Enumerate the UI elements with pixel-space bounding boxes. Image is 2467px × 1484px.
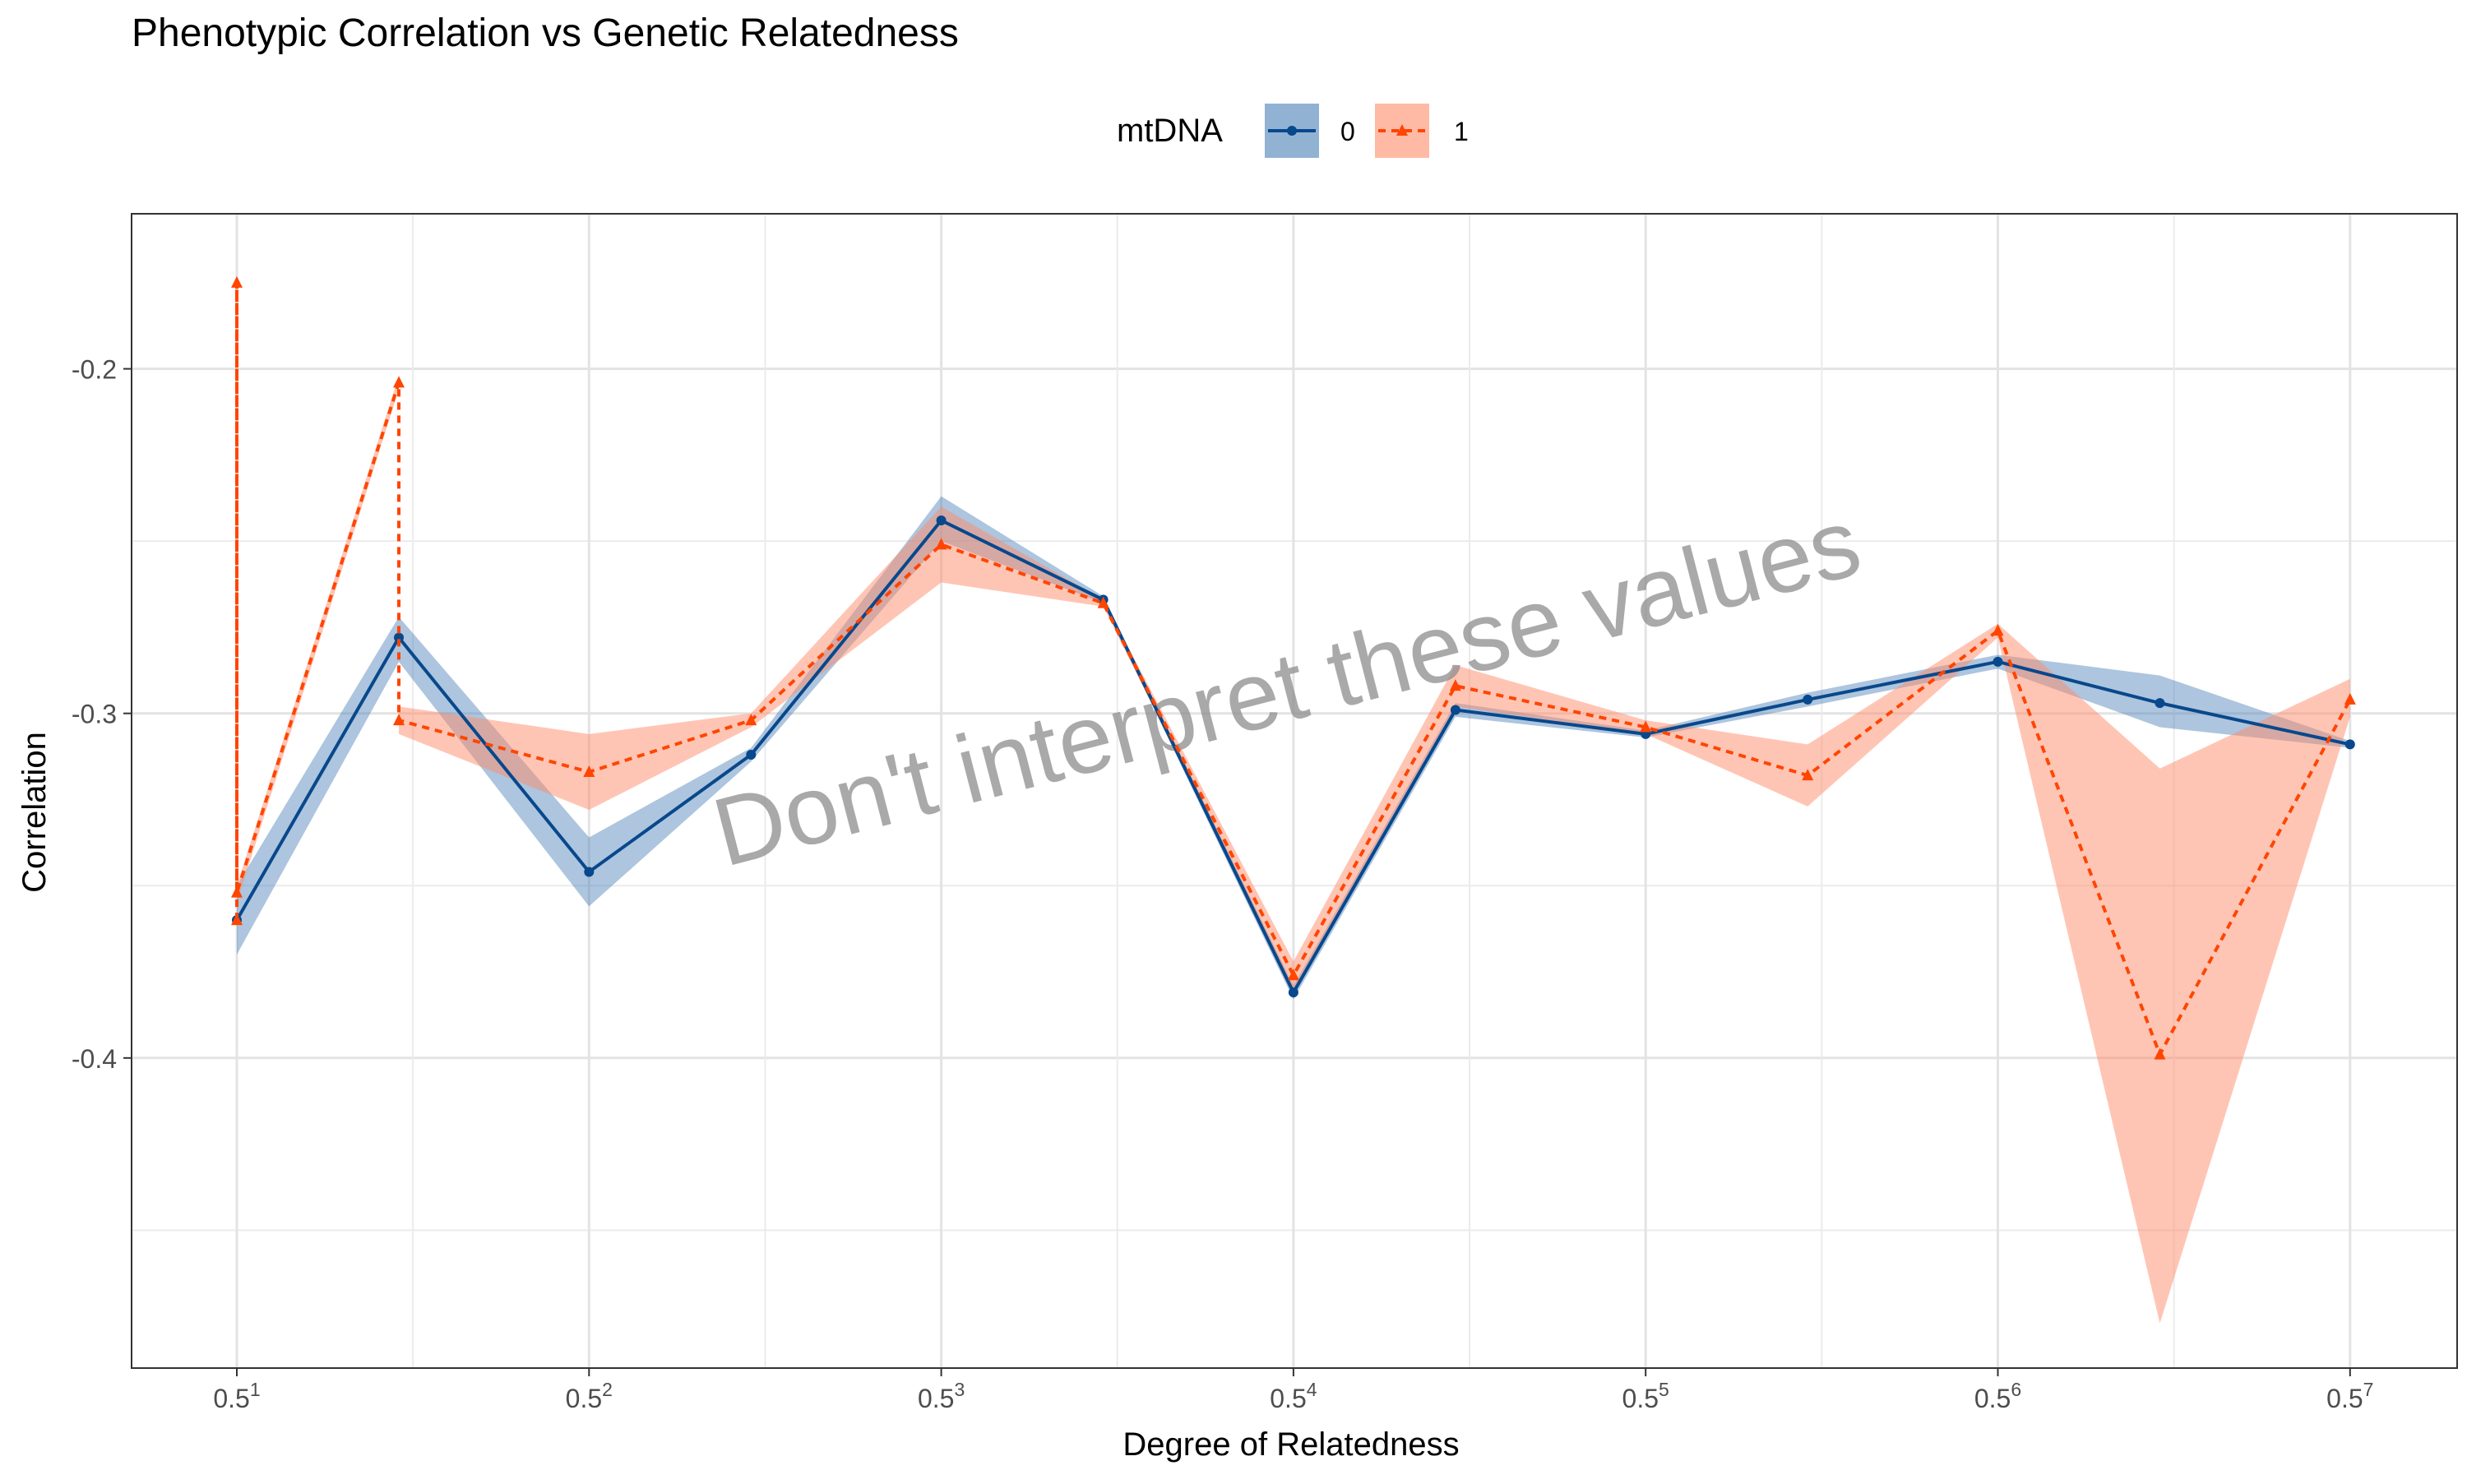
data-point (231, 275, 243, 288)
data-point (393, 714, 405, 726)
data-point (1993, 656, 2003, 667)
data-point (2155, 698, 2165, 709)
x-axis-title: Degree of Relatedness (1122, 1426, 1459, 1463)
y-axis-title: Correlation (16, 732, 53, 893)
data-point (2154, 1047, 2166, 1060)
data-point (1450, 705, 1460, 715)
panel-border (131, 213, 2458, 1369)
data-point (1097, 596, 1109, 608)
y-tick-label: -0.4 (72, 1044, 117, 1074)
x-tick-label: 0.57 (2326, 1379, 2373, 1413)
data-point (394, 632, 405, 643)
data-point (746, 749, 757, 760)
legend-key-marker (1396, 124, 1408, 136)
data-point (2344, 739, 2355, 750)
data-point (1288, 987, 1298, 998)
legend-title: mtDNA (1117, 113, 1223, 149)
chart-title: Phenotypic Correlation vs Genetic Relate… (132, 12, 959, 55)
legend-label-0: 0 (1340, 117, 1355, 146)
data-point (1803, 694, 1813, 705)
legend-key-marker (1287, 126, 1297, 136)
x-tick-label: 0.52 (566, 1379, 613, 1413)
x-tick-label: 0.53 (918, 1379, 965, 1413)
confidence-ribbon-1 (237, 282, 2350, 1324)
data-point (1640, 720, 1652, 733)
data-point (2344, 692, 2356, 705)
x-tick-label: 0.51 (213, 1379, 260, 1413)
x-tick-label: 0.56 (1974, 1379, 2021, 1413)
data-point (231, 913, 243, 926)
data-point (393, 376, 405, 388)
data-point (1287, 969, 1299, 981)
grid-lines (132, 214, 2457, 1368)
data-point (583, 765, 595, 777)
data-point (231, 885, 243, 898)
data-point (1992, 624, 2004, 636)
series-line-1 (235, 280, 2352, 1056)
data-point (935, 538, 947, 550)
y-tick-label: -0.2 (72, 355, 117, 385)
legend: mtDNA 0 1 (1117, 104, 1469, 158)
y-tick-label: -0.3 (72, 700, 117, 729)
data-point (1802, 769, 1814, 781)
x-tick-label: 0.54 (1270, 1379, 1317, 1413)
legend-label-1: 1 (1454, 117, 1469, 146)
data-point (745, 714, 757, 726)
data-point (584, 867, 595, 877)
data-point (936, 515, 947, 526)
x-tick-label: 0.55 (1622, 1379, 1669, 1413)
data-point (1449, 679, 1461, 691)
